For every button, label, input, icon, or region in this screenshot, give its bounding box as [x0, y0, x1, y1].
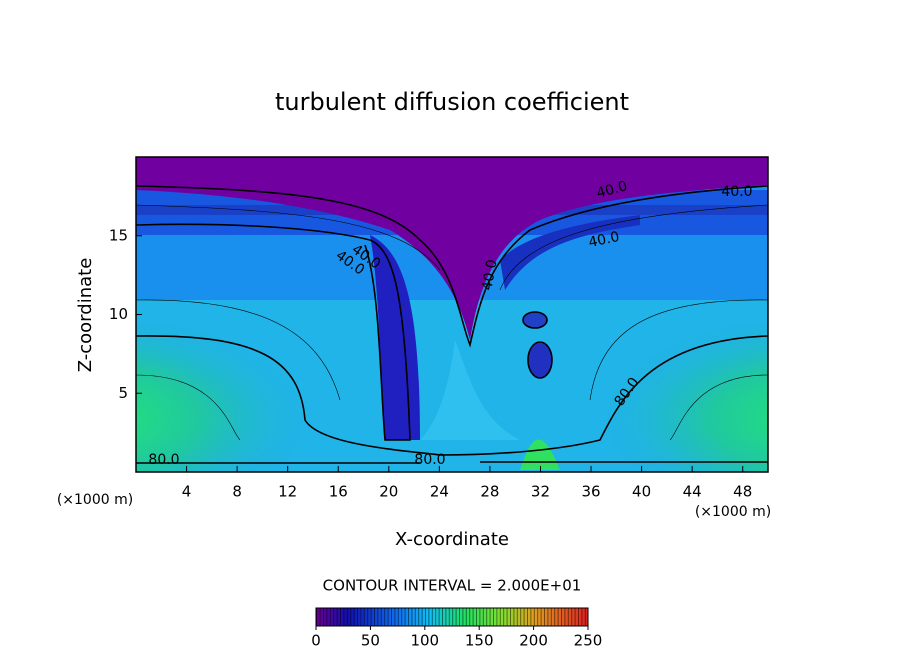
x-tick-label: 12 — [278, 483, 297, 501]
colorbar-frame — [315, 607, 589, 627]
contour-label: 40.0 — [595, 178, 629, 202]
x-tick-label: 24 — [430, 483, 449, 501]
field — [136, 157, 768, 472]
x-tick-label: 36 — [581, 483, 600, 501]
x-axis-label: X-coordinate — [395, 529, 509, 550]
x-tick-label: 20 — [379, 483, 398, 501]
colorbar-tick-label: 0 — [311, 632, 321, 650]
y-axis-label: Z-coordinate — [75, 258, 96, 373]
chart-title: turbulent diffusion coefficient — [275, 88, 629, 116]
x-unit: (×1000 m) — [695, 504, 771, 520]
contour-label: 80.0 — [148, 452, 179, 468]
contour-label: 80.0 — [414, 452, 445, 468]
x-tick-label: 28 — [480, 483, 499, 501]
x-tick-label: 32 — [531, 483, 550, 501]
colorbar-tick-label: 150 — [465, 632, 494, 650]
x-tick-label: 16 — [329, 483, 348, 501]
x-tick-label: 8 — [232, 483, 242, 501]
y-tick-label: 5 — [118, 384, 128, 402]
x-tick-label: 40 — [632, 483, 651, 501]
x-tick-label: 44 — [683, 483, 702, 501]
colorbar-tick-label: 200 — [519, 632, 548, 650]
x-tick-label: 4 — [182, 483, 192, 501]
contour-interval: CONTOUR INTERVAL = 2.000E+01 — [323, 577, 582, 595]
x-tick-label: 48 — [733, 483, 752, 501]
contour-label: 40.0 — [479, 258, 500, 291]
y-tick-label: 10 — [109, 305, 128, 323]
contour-label: 40.0 — [587, 229, 621, 251]
contour-label: 40.0 — [721, 184, 752, 200]
colorbar-tick-label: 250 — [574, 632, 603, 650]
colorbar-tick-label: 100 — [410, 632, 439, 650]
y-tick-label: 15 — [109, 226, 128, 244]
y-unit: (×1000 m) — [57, 492, 133, 508]
colorbar-tick-label: 50 — [361, 632, 380, 650]
